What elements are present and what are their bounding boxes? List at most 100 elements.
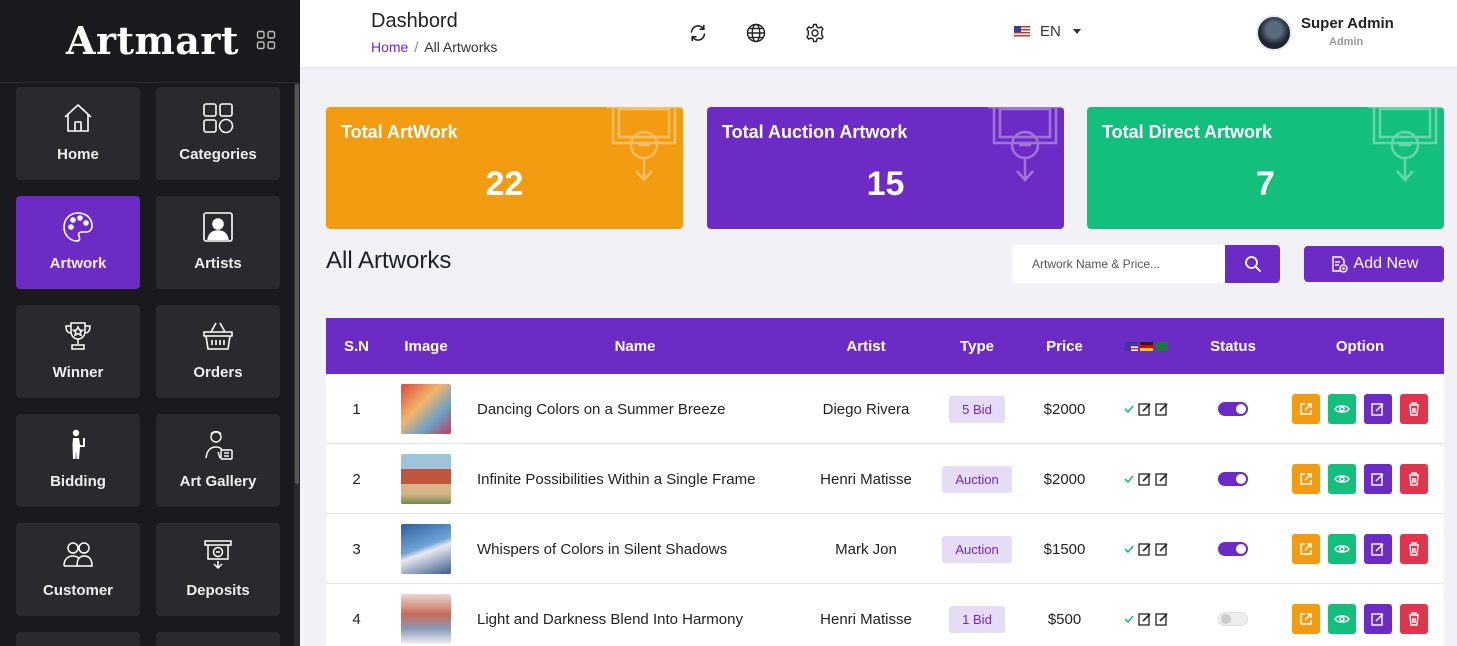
column-header: Artist — [846, 337, 886, 355]
breadcrumb-home-link[interactable]: Home — [371, 39, 409, 55]
sidebar-item-orders[interactable]: Orders — [156, 305, 280, 398]
chevron-down-icon — [1072, 29, 1081, 34]
sidebar-scrollbar-thumb[interactable] — [295, 84, 299, 484]
open-link-button[interactable] — [1292, 464, 1320, 494]
view-button[interactable] — [1328, 534, 1356, 564]
view-button[interactable] — [1328, 464, 1356, 494]
language-code: EN — [1040, 23, 1061, 40]
home-icon — [64, 104, 92, 132]
eye-icon — [1334, 405, 1350, 413]
artwork-thumbnail[interactable] — [387, 374, 465, 444]
globe-icon[interactable] — [746, 23, 766, 43]
artist-name: Henri Matisse — [820, 470, 912, 488]
sidebar-item-categories[interactable]: Categories — [156, 87, 280, 180]
delete-button[interactable] — [1400, 534, 1428, 564]
edit-icon[interactable] — [1155, 542, 1169, 556]
edit-icon[interactable] — [1155, 472, 1169, 486]
status-cell — [1190, 514, 1276, 584]
column-header: Image — [404, 337, 448, 355]
edit-button[interactable] — [1364, 464, 1392, 494]
row-serial: 2 — [352, 470, 361, 488]
stat-card-total-direct: Total Direct Artwork 7 — [1087, 107, 1444, 229]
search-icon — [1244, 256, 1261, 272]
stat-card-value: 22 — [485, 165, 524, 203]
settings-gear-icon[interactable] — [805, 23, 825, 43]
deposit-icon — [607, 107, 681, 182]
search-button[interactable] — [1225, 245, 1280, 283]
sidebar-item-label: Bidding — [50, 473, 106, 490]
sidebar-item-more[interactable] — [16, 632, 140, 646]
search-input[interactable] — [1012, 245, 1226, 283]
edit-icon[interactable] — [1155, 612, 1169, 626]
gallery-icon — [205, 431, 233, 460]
open-link-button[interactable] — [1292, 604, 1320, 634]
sidebar-item-deposits[interactable]: Deposits — [156, 523, 280, 616]
sidebar-item-home[interactable]: Home — [16, 87, 140, 180]
sidebar-item-art-gallery[interactable]: Art Gallery — [156, 414, 280, 507]
language-selector[interactable]: EN — [1014, 23, 1081, 40]
view-button[interactable] — [1328, 604, 1356, 634]
edit-button[interactable] — [1364, 394, 1392, 424]
delete-button[interactable] — [1400, 464, 1428, 494]
stat-card-title: Total ArtWork — [341, 122, 458, 142]
customer-icon — [63, 542, 93, 567]
sidebar-item-winner[interactable]: Winner — [16, 305, 140, 398]
delete-button[interactable] — [1400, 604, 1428, 634]
sidebar-item-customer[interactable]: Customer — [16, 523, 140, 616]
price: $1500 — [1043, 540, 1086, 558]
open-link-button[interactable] — [1292, 534, 1320, 564]
view-button[interactable] — [1328, 394, 1356, 424]
edit-button[interactable] — [1364, 604, 1392, 634]
status-cell — [1190, 444, 1276, 514]
artwork-thumbnail[interactable] — [387, 514, 465, 584]
open-link-button[interactable] — [1292, 394, 1320, 424]
trash-icon — [1409, 402, 1419, 416]
bidding-icon — [72, 429, 85, 459]
user-name[interactable]: Super Admin — [1301, 15, 1394, 32]
artwork-name: Dancing Colors on a Summer Breeze — [477, 400, 726, 418]
status-cell — [1190, 584, 1276, 646]
status-toggle[interactable] — [1218, 612, 1248, 626]
language-edit-cell — [1102, 444, 1190, 514]
sidebar-item-label: Orders — [193, 364, 243, 381]
check-icon — [1124, 475, 1134, 484]
saudi-flag-icon — [1154, 341, 1168, 351]
row-serial: 3 — [352, 540, 361, 558]
delete-button[interactable] — [1400, 394, 1428, 424]
edit-icon[interactable] — [1138, 472, 1152, 486]
grid-menu-icon[interactable] — [256, 30, 276, 50]
status-toggle[interactable] — [1218, 542, 1248, 556]
status-toggle[interactable] — [1218, 472, 1248, 486]
artwork-thumbnail[interactable] — [387, 444, 465, 514]
sidebar-item-artists[interactable]: Artists — [156, 196, 280, 289]
check-icon — [1124, 615, 1134, 624]
sidebar: Artmart Home Categories — [0, 0, 300, 646]
artwork-name: Infinite Possibilities Within a Single F… — [477, 470, 756, 488]
edit-button[interactable] — [1364, 534, 1392, 564]
type-badge: Auction — [942, 465, 1012, 493]
sidebar-item-more[interactable] — [156, 632, 280, 646]
type-badge: 1 Bid — [949, 605, 1005, 633]
status-toggle[interactable] — [1218, 402, 1248, 416]
deposit-icon — [204, 540, 232, 570]
sidebar-item-artwork[interactable]: Artwork — [16, 196, 140, 289]
edit-icon[interactable] — [1155, 402, 1169, 416]
stat-card-value: 15 — [866, 165, 905, 203]
artwork-thumbnail[interactable] — [387, 584, 465, 646]
breadcrumb-separator: / — [414, 39, 419, 55]
external-link-icon — [1300, 473, 1312, 485]
price: $2000 — [1043, 470, 1086, 488]
add-new-button[interactable]: Add New — [1304, 246, 1444, 282]
edit-icon[interactable] — [1138, 542, 1152, 556]
refresh-icon[interactable] — [688, 23, 708, 43]
edit-icon[interactable] — [1138, 402, 1152, 416]
section-title: All Artworks — [326, 247, 452, 274]
type-cell: Auction — [927, 514, 1027, 584]
sidebar-item-bidding[interactable]: Bidding — [16, 414, 140, 507]
table-row: 1 Dancing Colors on a Summer Breeze Dieg… — [326, 374, 1444, 444]
avatar[interactable] — [1256, 15, 1292, 51]
type-badge: Auction — [942, 535, 1012, 563]
edit-icon[interactable] — [1138, 612, 1152, 626]
page-title: Dashbord — [371, 10, 458, 32]
deposit-icon — [1368, 107, 1442, 182]
